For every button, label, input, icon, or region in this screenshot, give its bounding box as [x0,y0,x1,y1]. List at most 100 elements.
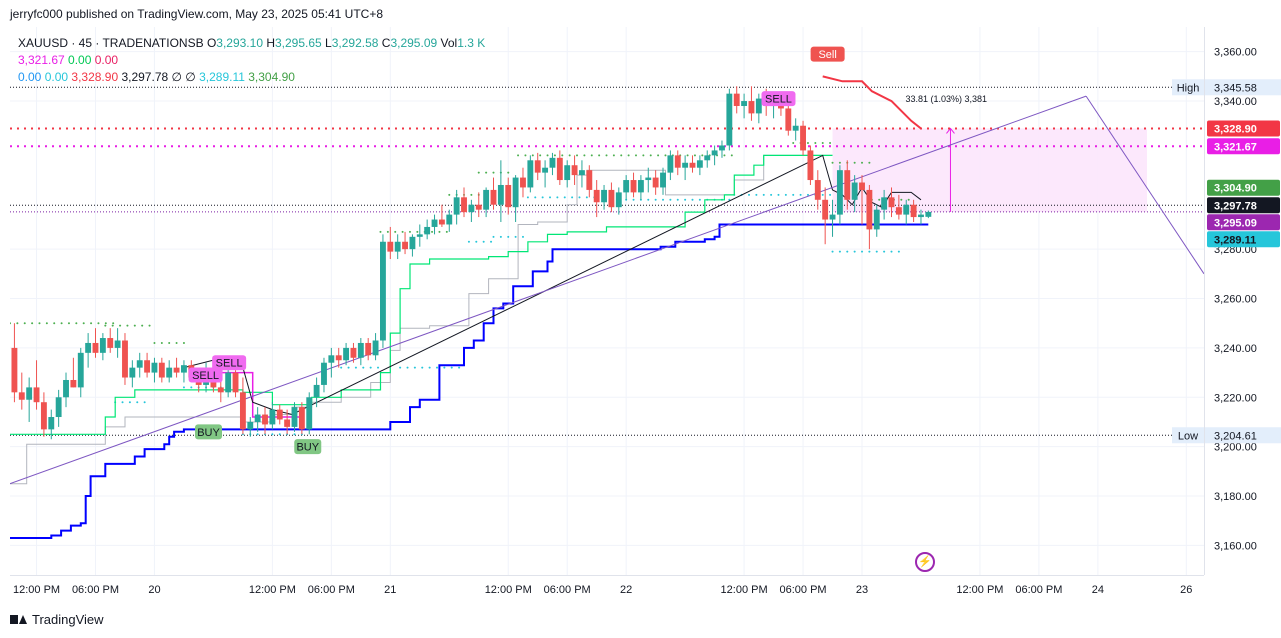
time-tick-11: 23 [856,584,868,596]
teal-dot-3 [271,433,274,436]
candle-body-17 [136,360,143,368]
green-dot-2 [182,341,185,344]
teal-dot-2 [182,386,185,389]
teal-dot-6 [475,240,478,243]
low-tag-bg [1172,427,1204,444]
green-dot-6 [642,154,645,157]
teal-dot-10 [770,193,773,196]
green-dot-2 [153,341,156,344]
candle-body-117 [873,209,880,230]
candle-body-18 [144,360,151,373]
teal-dot-8 [526,196,529,199]
candle-body-20 [158,362,165,378]
candle-body-115 [859,182,865,190]
green-dot-0 [82,322,85,325]
green-dot-1 [119,324,122,327]
price-label-5: 3,289.11 [1214,234,1256,246]
legend-row3-item-1: 0.00 [44,70,72,84]
teal-dot-3 [256,433,259,436]
teal-dot-8 [534,196,537,199]
teal-dot-8 [571,196,574,199]
candle-body-89 [667,155,674,173]
tradingview-brand: TradingView [10,612,104,627]
teal-dot-9 [654,198,657,201]
time-tick-10: 06:00 PM [780,584,827,596]
candle-body-76 [571,165,578,176]
signal-sell-5-box [810,46,845,62]
candle-body-88 [660,172,666,188]
chart-legend: XAUUSD · 45 · TRADENATIONSB O3,293.10 H3… [18,35,485,86]
price-axis[interactable]: 3,160.00 3,180.00 3,200.00 3,220.00 3,240.00… [1204,27,1281,575]
green-dot-5 [507,171,510,174]
teal-dot-5 [443,366,446,369]
candle-body-29 [225,372,232,393]
teal-dot-10 [829,193,832,196]
candle-body-106 [792,125,799,131]
candle-body-118 [881,197,888,210]
legend-row3-item-4: ∅ [171,70,186,84]
price-label-0: 3,328.90 [1214,123,1257,135]
signal-sell-4-box [761,91,796,107]
signal-sell-4: SELL [765,94,792,106]
time-tick-6: 12:00 PM [485,584,532,596]
legend-row1-item-3: H [266,36,275,50]
candle-body-100 [748,101,755,114]
candle-body-63 [475,204,482,210]
time-tick-0: 12:00 PM [13,584,60,596]
price-label-1-bg [1207,138,1280,155]
candle-body-11 [92,342,99,353]
candle-body-0 [11,347,18,393]
teal-dot-8 [585,196,588,199]
green-dot-0 [31,322,34,325]
price-label-4-bg [1207,214,1280,231]
green-dot-6 [730,154,733,157]
teal-dot-7 [492,235,495,238]
time-tick-12: 12:00 PM [956,584,1003,596]
candle-body-6 [55,397,62,418]
teal-dot-1 [143,401,146,404]
green-dot-6 [546,154,549,157]
candle-body-120 [895,207,902,215]
teal-dot-9 [698,198,701,201]
teal-dot-4 [362,366,365,369]
chart-area[interactable]: 33.81 (1.03%) 3,381 SELL SELL BUY BUY SELL Sel… [10,27,1204,575]
candle-body-33 [254,414,261,422]
teal-dot-4 [377,366,380,369]
green-dot-3 [416,230,419,233]
green-dot-6 [723,154,726,157]
candle-body-111 [829,214,836,220]
price-label-4: 3,295.09 [1214,217,1257,229]
candle-body-16 [129,367,136,378]
price-tick-8: 3,360.00 [1214,47,1257,59]
price-tick-3: 3,220.00 [1214,392,1257,404]
candle-body-1 [18,392,25,400]
candle-body-39 [298,407,305,430]
candle-body-101 [755,98,762,114]
candle-body-91 [682,162,689,168]
candle-body-51 [387,241,394,252]
time-axis[interactable]: 12:00 PM 06:00 PM 20 12:00 PM 06:00 PM 21 12:0… [10,575,1204,601]
range-measure-arrow [946,127,955,134]
candle-body-61 [461,197,467,213]
green-dot-0 [10,322,11,325]
price-tick-7: 3,340.00 [1214,96,1257,108]
teal-dot-10 [762,193,765,196]
candle-body-35 [269,409,276,425]
candle-body-22 [173,367,180,373]
high-tag: High [1177,82,1200,94]
teal-dot-10 [799,193,802,196]
teal-dot-11 [853,250,856,253]
legend-row3-item-3: 3,297.78 [121,70,172,84]
lightning-bolt-icon[interactable]: ⚡ [915,552,935,572]
green-dot-0 [75,322,78,325]
price-tick-5: 3,260.00 [1214,294,1257,306]
teal-dot-5 [435,366,438,369]
green-dot-4 [448,193,451,196]
candle-body-43 [328,355,335,363]
candle-body-78 [586,170,593,190]
candle-body-81 [608,189,615,208]
legend-row2-item-2: 0.00 [94,53,119,67]
signal-buy-2-box [195,424,223,440]
teal-dot-8 [541,196,544,199]
time-tick-13: 06:00 PM [1015,584,1062,596]
